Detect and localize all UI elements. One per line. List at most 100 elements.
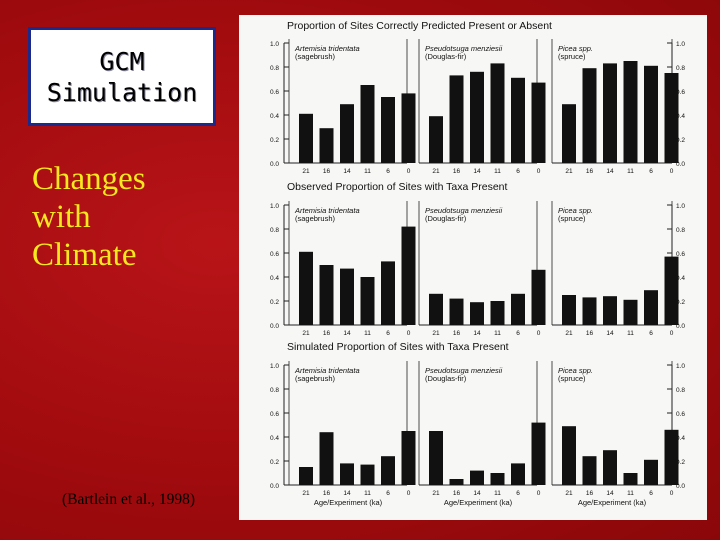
x-tick-label: 16: [453, 490, 461, 497]
x-tick-label: 16: [323, 330, 331, 337]
bar: [381, 261, 395, 325]
x-tick-label: 11: [627, 330, 634, 337]
x-tick-label: 21: [432, 330, 440, 337]
y-tick-label-right: 0.2: [676, 299, 685, 306]
bar: [562, 426, 576, 485]
y-tick-label-right: 0.4: [676, 435, 685, 442]
bar: [401, 431, 416, 485]
bar: [299, 113, 313, 163]
bar: [490, 63, 505, 163]
x-tick-label: 14: [343, 490, 351, 497]
subtitle-line-1: Changes: [32, 161, 146, 197]
y-tick-label-right: 0.2: [676, 137, 685, 144]
x-tick-label: 11: [627, 490, 634, 497]
x-tick-label: 16: [323, 168, 331, 175]
taxon-name: Artemisia tridentata: [294, 44, 360, 53]
y-tick-label-left: 0.0: [270, 483, 279, 490]
bar: [360, 85, 375, 163]
bar: [623, 299, 638, 325]
bar: [449, 298, 464, 325]
x-tick-label: 11: [364, 330, 371, 337]
bar: [381, 456, 395, 485]
y-tick-label-right: 0.0: [676, 161, 685, 168]
y-tick-label-left: 0.8: [270, 227, 279, 234]
bar: [511, 293, 525, 325]
y-tick-label-left: 0.4: [270, 113, 279, 120]
y-tick-label-right: 0.2: [676, 459, 685, 466]
x-tick-label: 21: [302, 330, 310, 337]
bar: [531, 82, 546, 163]
x-tick-label: 14: [606, 168, 614, 175]
bar: [319, 432, 334, 485]
taxon-name: Picea spp.: [558, 366, 593, 375]
bar: [644, 290, 658, 325]
taxon-common-name: (sagebrush): [295, 52, 336, 61]
y-tick-label-left: 1.0: [270, 363, 279, 370]
x-tick-label: 14: [606, 490, 614, 497]
x-tick-label: 6: [649, 490, 653, 497]
bar: [490, 301, 505, 325]
bar: [664, 73, 679, 163]
subtitle: Changes with Climate: [32, 160, 232, 274]
y-tick-label-left: 0.2: [270, 299, 279, 306]
y-tick-label-left: 0.0: [270, 161, 279, 168]
subtitle-line-3: Climate: [32, 237, 137, 273]
x-tick-label: 11: [364, 490, 371, 497]
bar: [623, 473, 638, 485]
x-tick-label: 0: [670, 330, 674, 337]
x-tick-label: 21: [565, 490, 573, 497]
bar: [340, 104, 354, 163]
bar-chart-figure: Proportion of Sites Correctly Predicted …: [270, 20, 685, 507]
bar: [470, 302, 484, 325]
taxon-common-name: (sagebrush): [295, 214, 336, 223]
y-tick-label-left: 0.0: [270, 323, 279, 330]
taxon-common-name: (sagebrush): [295, 374, 336, 383]
taxon-name: Pseudotsuga menziesii: [425, 366, 502, 375]
title-line-1: GCM: [99, 46, 145, 76]
y-tick-label-left: 0.8: [270, 65, 279, 72]
bar: [623, 61, 638, 163]
bar: [401, 226, 416, 325]
y-tick-label-right: 0.6: [676, 251, 685, 258]
bar: [449, 75, 464, 163]
x-tick-label: 16: [586, 330, 594, 337]
y-tick-label-right: 0.6: [676, 89, 685, 96]
bar: [603, 450, 617, 485]
x-axis-label: Age/Experiment (ka): [444, 498, 513, 507]
y-tick-label-left: 0.6: [270, 411, 279, 418]
bar: [582, 68, 597, 163]
bar: [340, 463, 354, 485]
figure-panel: Proportion of Sites Correctly Predicted …: [239, 15, 707, 520]
y-tick-label-right: 0.4: [676, 113, 685, 120]
bar: [340, 268, 354, 325]
x-tick-label: 21: [565, 168, 573, 175]
x-tick-label: 16: [323, 490, 331, 497]
bar: [449, 479, 464, 485]
y-tick-label-left: 0.2: [270, 137, 279, 144]
taxon-name: Picea spp.: [558, 206, 593, 215]
bar: [603, 63, 617, 163]
x-tick-label: 6: [516, 168, 520, 175]
y-tick-label-right: 1.0: [676, 203, 685, 210]
title-box: GCM Simulation: [28, 27, 216, 126]
bar: [644, 459, 658, 485]
x-tick-label: 6: [386, 168, 390, 175]
bar: [562, 104, 576, 163]
x-tick-label: 6: [386, 490, 390, 497]
x-tick-label: 11: [627, 168, 634, 175]
bar: [319, 265, 334, 325]
chart-title: Proportion of Sites Correctly Predicted …: [287, 20, 552, 32]
bar: [360, 277, 375, 325]
x-tick-label: 11: [494, 330, 501, 337]
taxon-common-name: (Douglas-fir): [425, 52, 467, 61]
y-tick-label-right: 0.6: [676, 411, 685, 418]
y-tick-label-left: 0.2: [270, 459, 279, 466]
bar: [360, 464, 375, 485]
taxon-name: Pseudotsuga menziesii: [425, 44, 502, 53]
bar: [603, 296, 617, 325]
y-tick-label-right: 0.8: [676, 65, 685, 72]
taxon-common-name: (spruce): [558, 52, 586, 61]
chart-title: Observed Proportion of Sites with Taxa P…: [287, 181, 508, 193]
x-tick-label: 0: [670, 168, 674, 175]
x-tick-label: 11: [364, 168, 371, 175]
